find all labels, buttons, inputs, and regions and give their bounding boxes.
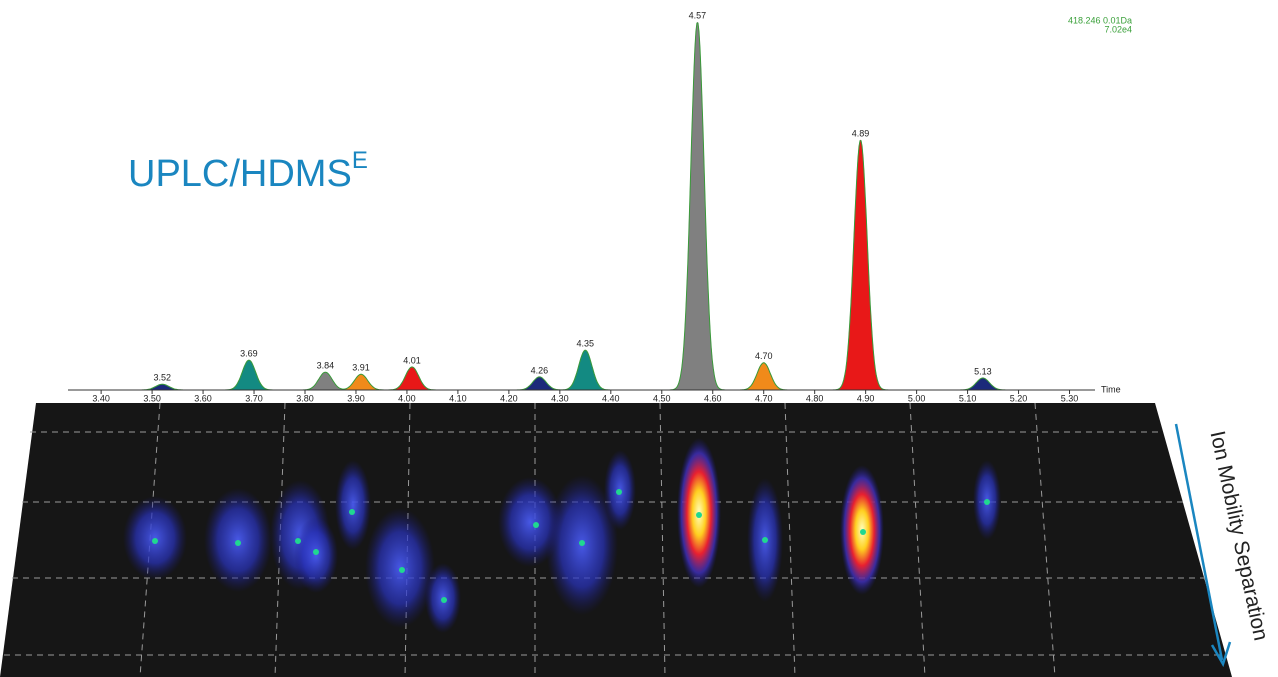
peak-label: 4.35 [577,339,595,349]
map-grid-line [659,402,666,677]
peak [385,366,439,391]
spot-center [579,540,585,546]
peak-label: 4.89 [852,128,870,138]
arrow-head [1210,641,1232,668]
spot-center [533,522,539,528]
x-tick-label: 5.30 [1061,393,1079,403]
x-tick-label: 5.20 [1010,393,1028,403]
spot-center [984,499,990,505]
x-axis-label: Time [1101,384,1121,394]
title-superscript: E [352,147,368,174]
side-label: Ion Mobility Separation [1205,429,1272,643]
chart-title: UPLC/HDMSE [128,147,368,195]
x-tick-label: 4.50 [653,393,671,403]
peak-label: 4.26 [531,365,549,375]
spot-center [860,529,866,535]
x-tick-label: 4.30 [551,393,569,403]
x-tick-label: 4.70 [755,393,773,403]
mobility-map [0,402,1232,677]
peak [222,359,276,391]
mobility-arrow [1174,423,1232,668]
spot-center [762,537,768,543]
peak-label: 4.70 [755,351,773,361]
peak [135,383,189,391]
x-tick-label: 3.90 [347,393,365,403]
peak [334,374,388,391]
spot-center [235,540,241,546]
x-tick-label: 4.80 [806,393,824,403]
x-tick-label: 4.20 [500,393,518,403]
annotation: 418.246 0.01Da [1068,15,1132,25]
spot-center [399,567,405,573]
x-tick-label: 4.40 [602,393,620,403]
spot-centers [152,489,990,603]
spot-center [152,538,158,544]
spot [335,460,371,550]
spot-center [441,597,447,603]
map-grid-line [1034,402,1056,677]
peak [670,21,725,391]
trace [68,22,1095,391]
peak [558,349,612,391]
peak-label: 3.52 [154,373,172,383]
x-tick-label: 3.50 [143,393,161,403]
x-tick-label: 3.60 [194,393,212,403]
spot-center [349,509,355,515]
peak-label: 5.13 [974,366,992,376]
annotation: 7.02e4 [1104,24,1132,34]
x-tick-label: 3.70 [245,393,263,403]
x-tick-label: 3.40 [92,393,110,403]
peak [298,371,352,391]
x-tick-label: 4.10 [449,393,467,403]
peak [833,139,888,391]
spot-center [616,489,622,495]
x-tick-label: 4.60 [704,393,722,403]
x-tick-label: 3.80 [296,393,314,403]
spot-center [313,549,319,555]
map-grid-line [784,402,796,677]
peak-label: 4.57 [689,10,707,20]
spot-center [696,512,702,518]
peak-label: 3.69 [240,348,258,358]
x-tick-label: 4.00 [398,393,416,403]
peak [956,377,1010,391]
x-tick-label: 4.90 [857,393,875,403]
spot [498,477,562,567]
title-main: UPLC/HDMS [128,153,352,195]
peak-label: 4.01 [403,355,421,365]
x-tick-label: 5.00 [908,393,926,403]
arrow-shaft [1174,423,1224,661]
peak-label: 3.84 [317,361,335,371]
peak [737,362,791,391]
spot-center [295,538,301,544]
x-tick-label: 5.10 [959,393,977,403]
map-grid-line [909,402,926,677]
peak [512,376,566,391]
peak-label: 3.91 [352,363,370,373]
